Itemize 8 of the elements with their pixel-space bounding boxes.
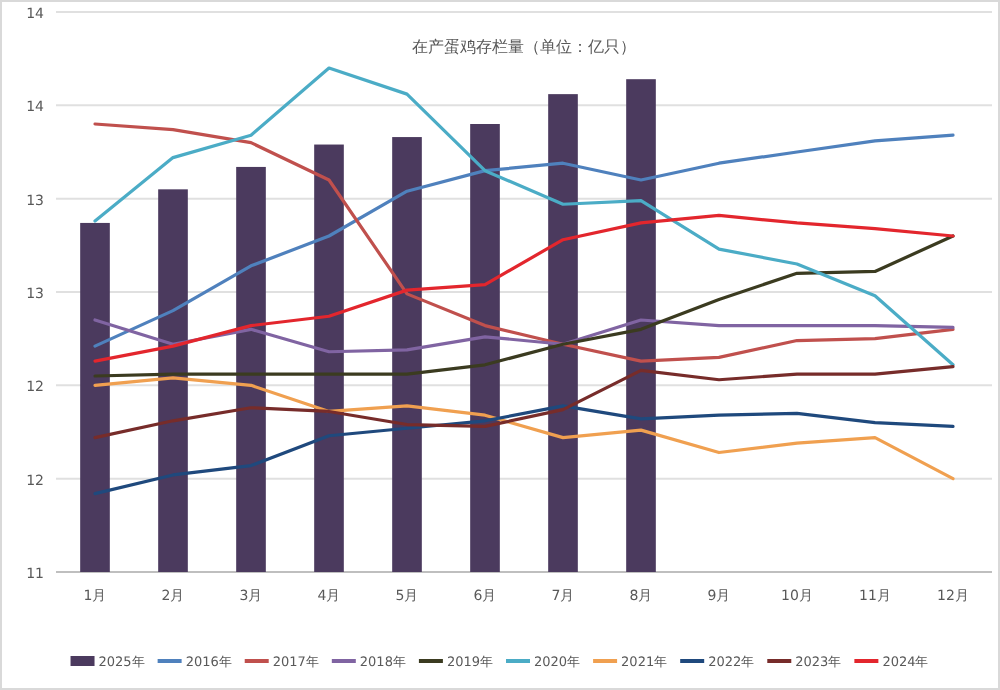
line-series — [93, 318, 955, 354]
text: 在产蛋鸡存栏量（单位：亿只） — [412, 38, 636, 56]
line-series — [93, 234, 955, 378]
line-series — [93, 213, 955, 363]
line-series — [93, 404, 955, 496]
line-series — [93, 66, 955, 367]
line-series — [93, 365, 955, 440]
line-series — [93, 376, 955, 481]
